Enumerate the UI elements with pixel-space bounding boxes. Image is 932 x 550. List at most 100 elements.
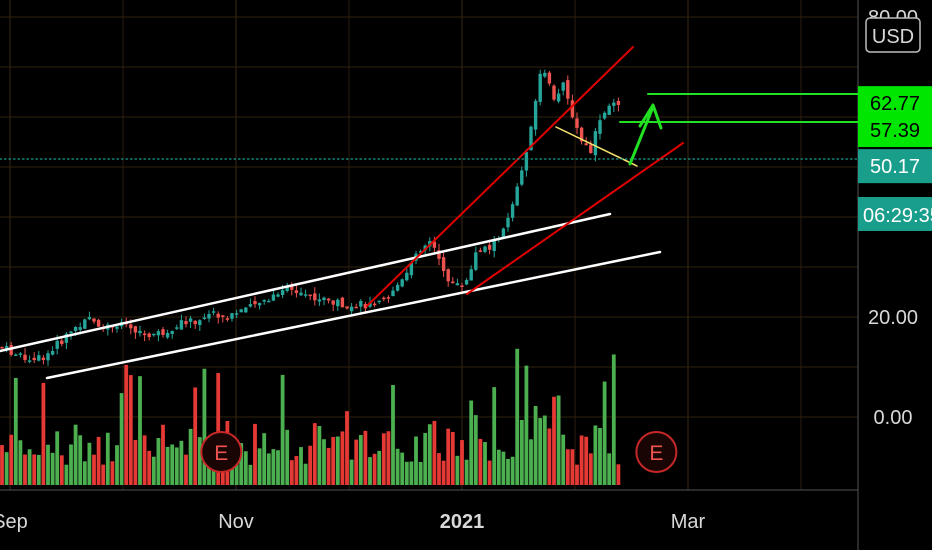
volume-bar [234,455,239,485]
candle-body [556,93,561,102]
time-tick-label: 2021 [440,511,485,533]
candle-body [267,300,271,303]
price-badge-label: 62.77 [870,93,920,115]
candle-body [142,333,147,336]
candle-body [170,330,174,334]
candle-body [474,252,478,270]
volume-bar [230,457,234,485]
candle-body [451,281,455,284]
candle-body [561,82,565,91]
volume-bar [496,449,501,485]
volume-bar [450,432,455,485]
candle-body [188,318,193,322]
volume-bar [437,453,441,485]
volume-bar [207,459,211,485]
trend-drawings [0,46,859,380]
volume-bar [538,418,543,485]
candle-body [211,311,216,313]
volume-bar [607,453,612,485]
volume-bar [427,424,432,485]
currency-button[interactable]: USD [865,17,921,53]
candle-body [589,144,593,153]
volume-bar [363,430,368,485]
volume-bar [565,449,570,485]
projection-arrow [628,105,655,166]
volume-bar [584,436,589,485]
countdown-label: 06:29:35 [863,205,932,227]
volume-bar [322,439,326,485]
candle-body [524,152,529,171]
volume-bar [248,464,253,485]
volume-bar [386,431,391,485]
volume-bar [326,447,331,485]
candle-body [520,170,524,185]
candle-body [129,324,133,329]
candle-body [221,315,225,317]
candle-body [598,120,602,134]
volume-bar [82,461,87,485]
candle-body [46,353,50,361]
candle-body [64,333,69,343]
countdown-badge [858,197,932,231]
price-badge [858,149,932,184]
candle-body [4,346,9,350]
volume-bar [441,460,446,485]
earnings-label: E [214,442,228,465]
volume-bar [616,464,621,485]
candle-body [391,290,395,297]
volume-bar [96,436,101,485]
volume-bar [161,424,165,485]
volume-bar [151,456,156,485]
currency-label: USD [872,26,914,48]
volume-bar [101,464,106,485]
volume-bar [73,424,78,485]
candle-body [538,73,542,102]
volume-bar [377,450,382,485]
candle-body [156,331,161,336]
candle-body [372,303,377,306]
candle-body [382,297,386,300]
volume-bar [78,435,83,485]
volume-bar [552,396,556,485]
candle-body [446,269,450,282]
candle-body [331,300,335,305]
candle-body [262,300,266,302]
volume-bar [23,454,27,485]
volume-bar [174,447,179,485]
candle-body [345,306,349,309]
candle-body [483,246,487,252]
time-tick-label: Sep [0,511,28,533]
candle-body [492,240,496,252]
red-channel-lower-line [466,142,684,295]
volume-bar [506,458,510,485]
volume-bar [533,405,538,485]
candle-body [529,126,533,151]
red-channel-upper-line [366,46,634,307]
candle-body [303,294,308,296]
candle-body [584,143,588,146]
volume-bar [312,423,317,485]
candle-body [207,313,211,319]
volume-bar [124,364,129,485]
candle-body [552,85,556,100]
volume-bar [391,384,395,485]
volume-bar [289,460,294,485]
candle-body [165,332,170,338]
candle-body [299,292,303,296]
candle-body [395,284,400,291]
candle-body [478,250,483,252]
volume-bar [368,457,372,485]
volume-bar [579,435,584,485]
volume-bar [262,433,267,485]
volume-bar [59,455,64,485]
volume-bar [36,454,41,485]
volume-bar [602,381,607,485]
candle-body [506,217,510,228]
volume-bar [381,433,386,485]
volume-bar [492,387,497,485]
volume-bar [570,449,575,485]
volume-bar [529,439,533,485]
price-badges: 62.77 57.39 50.17 06:29:35 [858,86,932,231]
volume-bar [501,451,506,485]
